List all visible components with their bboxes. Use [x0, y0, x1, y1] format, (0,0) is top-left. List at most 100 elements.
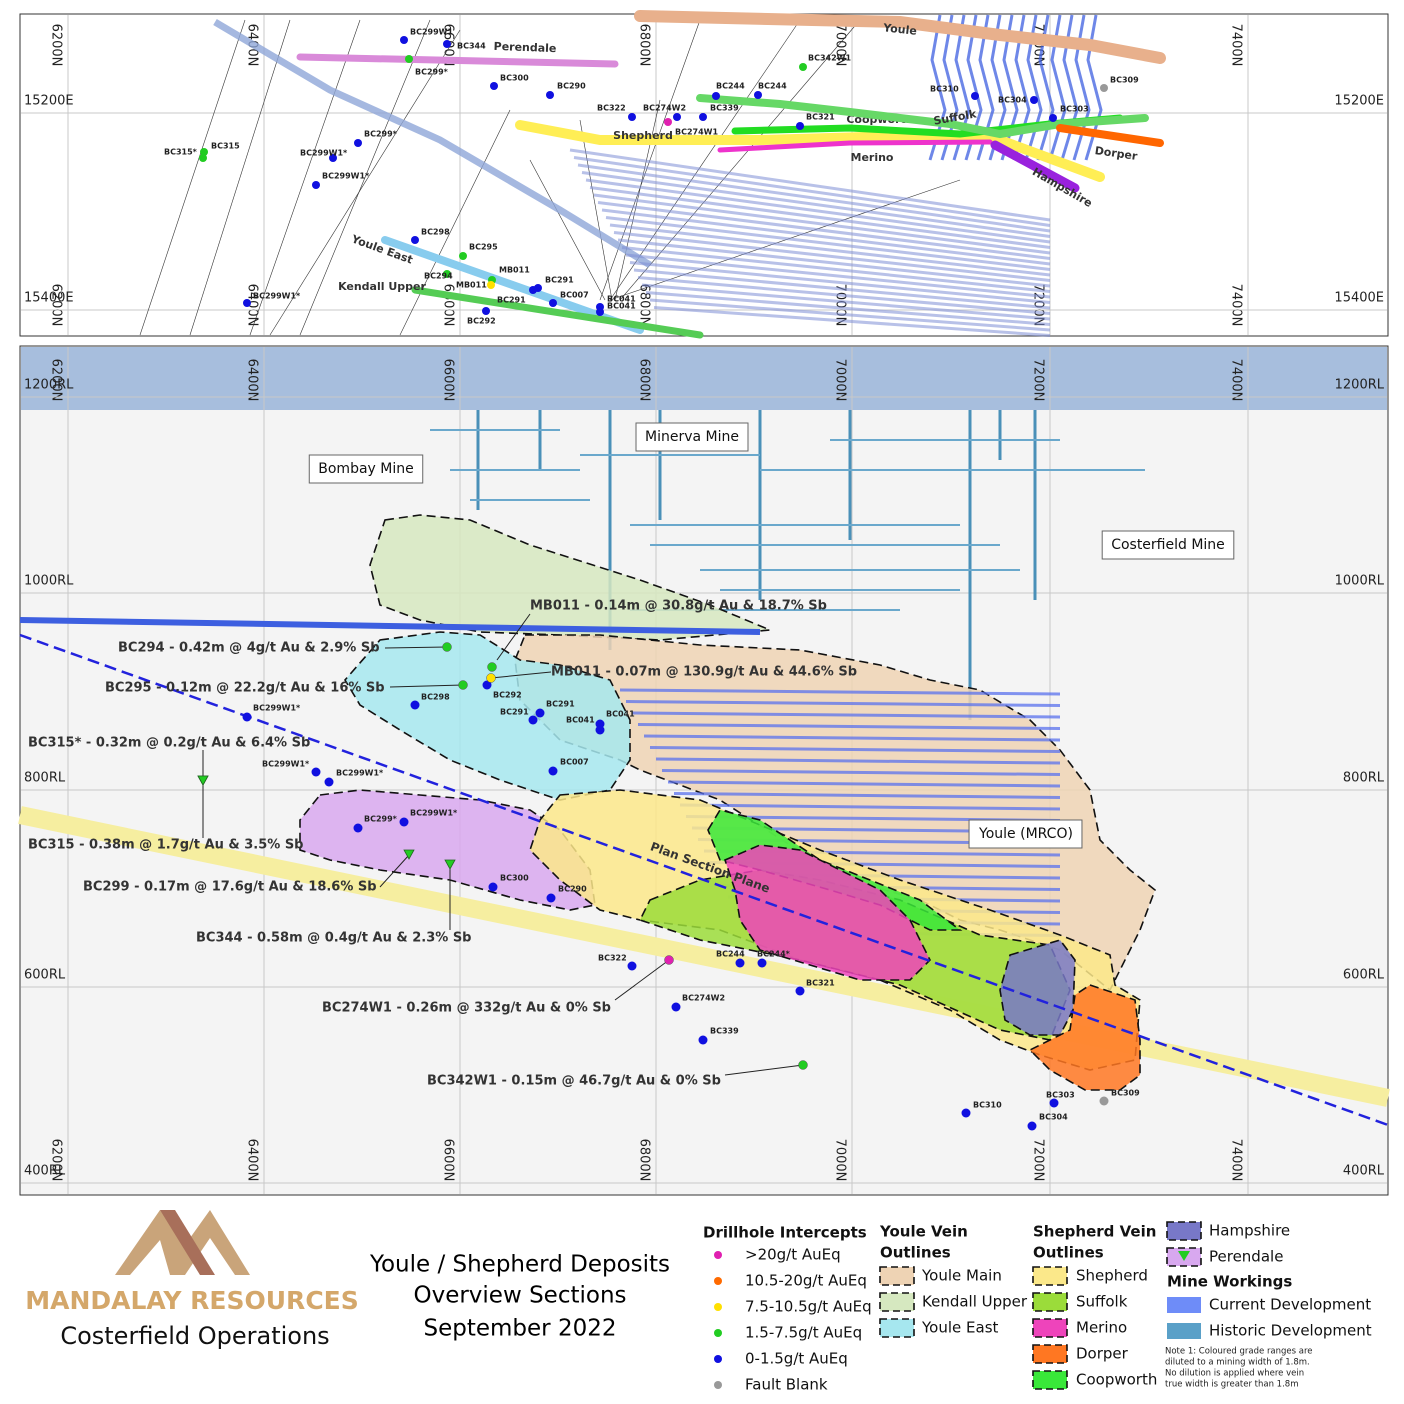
grid-label: 15200E — [1334, 94, 1384, 109]
vein — [411, 286, 704, 339]
current-workings — [589, 186, 1051, 249]
vein-outline — [369, 514, 771, 641]
current-workings — [621, 246, 1051, 293]
title: September 2022 — [424, 1316, 617, 1342]
drillhole — [698, 1035, 708, 1045]
current-workings — [655, 757, 1061, 765]
drillhole — [329, 154, 337, 162]
current-workings — [601, 208, 1051, 266]
drill-trace — [189, 19, 291, 336]
legend-label: Historic Development — [1209, 1322, 1372, 1340]
vein-label: Merino — [851, 151, 894, 164]
intercept — [798, 1060, 808, 1070]
grid-label: 7200N — [1031, 1139, 1046, 1182]
drillhole-label: BC041 — [607, 302, 636, 311]
legend-swatch — [1032, 1266, 1068, 1286]
drill-trace — [599, 19, 701, 301]
drillhole — [443, 40, 451, 48]
annotation: BC342W1 - 0.15m @ 46.7g/t Au & 0% Sb — [427, 1074, 721, 1089]
leader-line — [490, 671, 552, 679]
drillhole — [528, 715, 538, 725]
surface-band — [21, 347, 1387, 410]
drillhole — [712, 92, 720, 100]
grid-label: 6600N — [441, 1139, 456, 1182]
vein — [717, 139, 993, 153]
drillhole-label: BC291 — [500, 708, 529, 717]
legend-note: true width is greater than 1.8m — [1165, 1380, 1299, 1390]
current-workings — [619, 688, 1061, 696]
legend-swatch — [1032, 1292, 1068, 1312]
vein — [634, 10, 1166, 64]
drillhole — [664, 118, 672, 126]
drillhole-label: BC291 — [545, 276, 574, 285]
drillhole-label: BC274W1 — [675, 128, 718, 137]
current-workings — [609, 223, 1051, 277]
grid-label: 1000RL — [24, 574, 74, 589]
drillhole-label: BC300 — [500, 874, 529, 883]
drillhole — [671, 1002, 681, 1012]
drill-trace — [609, 19, 801, 301]
intercept — [458, 680, 468, 690]
legend-note: Note 1: Coloured grade ranges are — [1165, 1347, 1313, 1357]
legend-label: Hampshire — [1209, 1222, 1290, 1240]
grid-label: 6400N — [245, 1139, 260, 1182]
legend-dot — [714, 1303, 722, 1311]
current-workings — [593, 193, 1051, 255]
drillhole-label: BC300 — [500, 74, 529, 83]
drillhole — [595, 725, 605, 735]
grid-label: 7000N — [833, 1139, 848, 1182]
grid-label: 600RL — [1343, 968, 1385, 983]
grid-label: 400RL — [24, 1164, 66, 1179]
grid-label: 7200N — [1031, 359, 1046, 402]
drillhole-label: MB011 — [456, 281, 487, 290]
legend-label: Current Development — [1209, 1296, 1371, 1314]
drillhole — [546, 893, 556, 903]
drillhole-label: BC291 — [546, 700, 575, 709]
legend-label: >20g/t AuEq — [745, 1246, 841, 1264]
intercept — [487, 662, 497, 672]
vein-label: Perendale — [493, 40, 556, 55]
drillhole-label: BC342W1 — [808, 54, 851, 63]
vein-label: Kendall Upper — [338, 280, 426, 293]
current-workings — [605, 216, 1051, 271]
drillhole — [410, 700, 420, 710]
intercept — [486, 673, 496, 683]
legend-note: No dilution is applied where vein — [1165, 1369, 1304, 1379]
drillhole-label: BC299W1* — [253, 292, 301, 301]
legend-label: Coopworth — [1076, 1371, 1157, 1389]
drillhole-label: BC322 — [598, 954, 627, 963]
drillhole — [1099, 1096, 1109, 1106]
fault-band — [18, 806, 1390, 1107]
current-workings — [19, 617, 761, 635]
vein-outline — [999, 939, 1076, 1036]
drillhole-label: BC299W1* — [300, 149, 348, 158]
drillhole-label: BC291 — [497, 296, 526, 305]
drillhole — [548, 766, 558, 776]
drillhole-label: BC274W2 — [643, 104, 686, 113]
logo-mark — [160, 1210, 215, 1275]
drillhole-label: BC274W2 — [682, 994, 725, 1003]
current-workings — [641, 283, 1051, 321]
intercept — [442, 642, 452, 652]
grid-label: 6600N — [441, 284, 456, 327]
drillhole-label: BC309 — [1110, 76, 1139, 85]
drillhole — [324, 777, 334, 787]
legend-title: Outlines — [880, 1244, 951, 1262]
grid-label: 6200N — [49, 284, 64, 327]
grid-label: 15200E — [24, 94, 74, 109]
grid-label: 400RL — [1343, 1164, 1385, 1179]
drillhole-label: BC007 — [560, 758, 589, 767]
annotation: MB011 - 0.07m @ 130.9g/t Au & 44.6% Sb — [551, 665, 857, 680]
drill-trace — [139, 19, 246, 336]
current-workings — [637, 276, 1051, 315]
current-workings — [625, 253, 1051, 299]
annotation: BC315* - 0.32m @ 0.2g/t Au & 6.4% Sb — [28, 736, 310, 751]
grid-label: 7400N — [1229, 284, 1244, 327]
legend-swatch — [879, 1318, 915, 1338]
legend-swatch — [879, 1266, 915, 1286]
drillhole — [735, 958, 745, 968]
drillhole — [243, 299, 251, 307]
drillhole — [754, 91, 762, 99]
current-workings — [667, 780, 1061, 788]
current-workings — [645, 291, 1051, 326]
